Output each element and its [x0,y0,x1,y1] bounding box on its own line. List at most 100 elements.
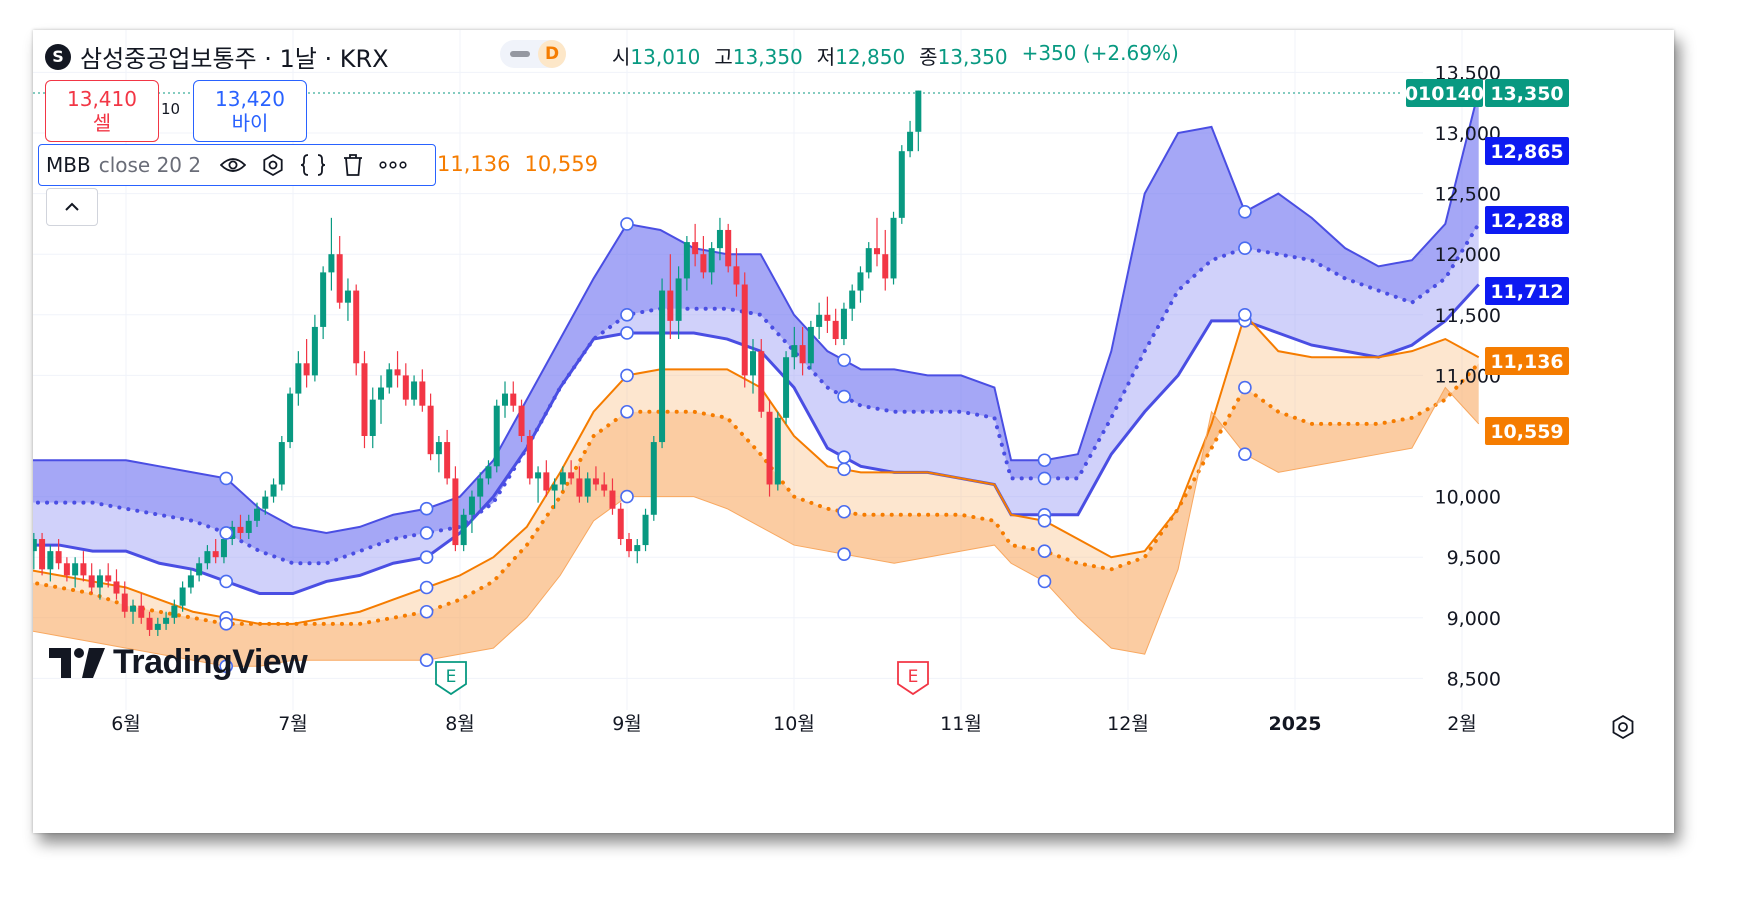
candle-body [832,320,839,340]
band-marker[interactable] [419,526,434,540]
band-marker[interactable] [837,450,851,465]
candle-body [394,369,401,376]
band-marker[interactable] [1037,453,1052,468]
status-pill[interactable]: D [500,40,566,68]
braces-icon[interactable] [299,151,327,179]
time-axis: 6월 7월 8월 9월 10월 11월 12월 2025 2월 [111,713,1477,735]
candle-body [700,254,707,273]
x-tick-label: 10월 [773,713,815,735]
band-marker[interactable] [1238,241,1252,255]
collapse-legend-button[interactable] [46,188,98,226]
data-delay-badge: D [538,40,566,68]
y-tick-label: 13,500 [1435,62,1501,84]
x-tick-label: 6월 [111,713,141,735]
band-marker[interactable] [419,550,434,565]
earnings-marker-upcoming[interactable] [897,661,929,696]
quantity-value[interactable]: 10 [161,100,181,118]
candle-body [758,351,765,412]
x-tick-label: 2025 [1269,713,1322,735]
band-marker[interactable] [1238,307,1252,322]
candle-body [353,290,360,364]
candle-body [766,411,773,485]
band-marker[interactable] [620,326,634,340]
band-marker[interactable] [837,389,851,404]
band-marker[interactable] [419,604,434,619]
indicator-legend[interactable]: MBB close 20 2 [38,144,436,186]
band-marker[interactable] [419,580,434,595]
band-marker[interactable] [620,217,634,231]
x-tick-label: 8월 [445,713,475,735]
candle-body [336,254,343,303]
candle-body [584,478,591,497]
upper-mid-fill [33,223,1479,594]
candle-body [551,484,558,491]
symbol-header[interactable]: S 삼성중공업보통주 · 1날 · KRX [45,39,389,74]
low-label: 저 [816,45,836,69]
price-chart[interactable]: 8,500 9,000 9,500 10,000 11,000 11,500 12,000 1… [33,30,1674,833]
candle-body [799,345,806,364]
candle-body [138,605,145,618]
band-marker[interactable] [419,653,434,668]
axis-settings-icon[interactable] [1608,712,1638,742]
band-marker[interactable] [219,659,233,674]
band-marker[interactable] [1037,471,1052,486]
price-labels: 010140 13,350 12,865 12,288 11,712 11,136 10,5… [1405,79,1569,445]
symbol-title[interactable]: 삼성중공업보통주 · 1날 · KRX [80,45,389,73]
earnings-marker-past[interactable] [435,661,467,696]
band-marker[interactable] [620,368,634,383]
band-marker[interactable] [620,489,634,504]
candle-body [419,381,426,406]
candle-body [485,466,492,479]
band-marker[interactable] [419,501,434,516]
gear-icon[interactable] [259,151,287,179]
candle-body [171,605,178,618]
candle-body [667,290,674,321]
tradingview-logo-icon [49,647,105,678]
x-tick-label: 11월 [940,713,982,735]
upper-inner-label-bg [1485,277,1569,305]
more-icon[interactable] [379,151,407,179]
band-marker[interactable] [1037,544,1052,558]
band-marker[interactable] [219,526,233,540]
x-tick-label: 9월 [612,713,642,735]
candle-body [187,575,194,588]
y-tick-label: 8,500 [1447,668,1501,690]
candle-body [378,387,385,400]
change-value: +350 (+2.69%) [1021,41,1179,65]
candle-body [774,417,781,485]
indicator-values: 11,136 10,559 [437,152,598,176]
price-axis: 8,500 9,000 9,500 10,000 11,000 11,500 12,000 1… [1435,62,1501,690]
lower-outer-fill [33,363,1479,667]
ohlc-values: 시13,010 고13,350 저12,850 종13,350 +350 (+2… [612,41,1179,70]
candle-body [196,563,203,576]
upper-mid-dots [33,221,1481,566]
tradingview-watermark[interactable]: TradingView [49,643,308,682]
band-marker[interactable] [620,404,634,419]
band-markers [219,204,1252,674]
band-marker[interactable] [219,617,233,631]
candle-body [477,478,484,497]
trash-icon[interactable] [339,151,367,179]
band-marker[interactable] [837,462,851,477]
sell-label: 셀 [92,111,112,135]
band-marker[interactable] [219,574,233,589]
sell-button[interactable]: 13,410 셀 [45,80,159,142]
candle-body [402,375,409,400]
upper-mid-label-bg [1485,206,1569,234]
band-marker[interactable] [837,353,851,368]
buy-button[interactable]: 13,420 바이 [193,80,307,142]
eye-icon[interactable] [219,151,247,179]
candle-body [386,369,393,388]
band-marker[interactable] [1238,380,1252,395]
chart-frame: 8,500 9,000 9,500 10,000 11,000 11,500 12,000 1… [33,30,1674,833]
band-marker[interactable] [1037,574,1052,589]
sell-price: 13,410 [67,87,137,111]
band-marker[interactable] [219,471,233,486]
band-marker[interactable] [837,547,851,561]
candle-body [741,284,748,376]
band-marker[interactable] [1238,204,1252,219]
band-marker[interactable] [1037,514,1052,528]
band-marker[interactable] [837,504,851,519]
band-marker[interactable] [1238,447,1252,461]
band-marker[interactable] [620,307,634,322]
